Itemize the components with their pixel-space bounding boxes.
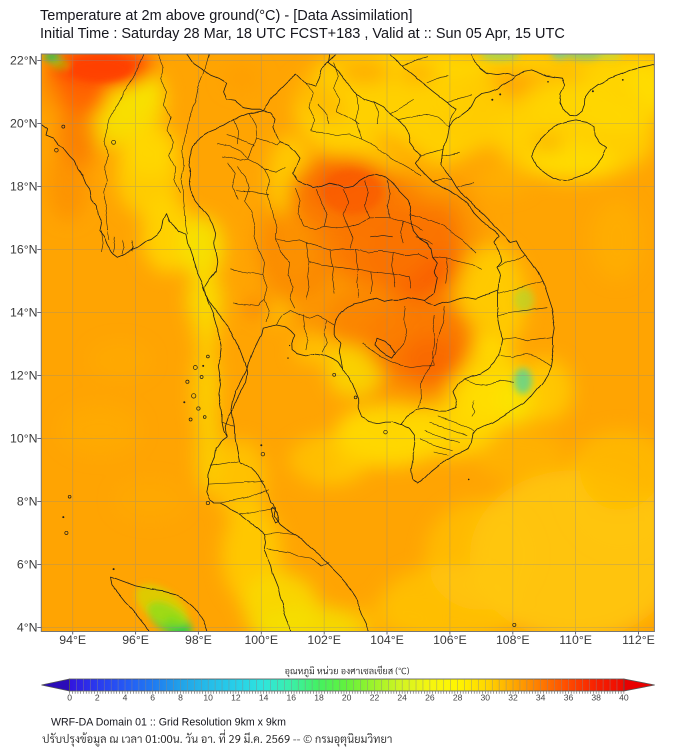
svg-text:22°N: 22°N (10, 54, 37, 68)
svg-text:18°N: 18°N (10, 180, 37, 194)
svg-text:6: 6 (150, 693, 155, 703)
svg-text:40: 40 (619, 693, 629, 703)
svg-text:34: 34 (536, 693, 546, 703)
svg-text:18: 18 (314, 693, 324, 703)
svg-text:38: 38 (591, 693, 601, 703)
svg-text:6°N: 6°N (17, 558, 38, 572)
svg-text:12°N: 12°N (10, 369, 37, 383)
svg-text:0: 0 (67, 693, 72, 703)
svg-text:Initial Time : Saturday 28 Mar: Initial Time : Saturday 28 Mar, 18 UTC F… (40, 26, 565, 42)
svg-text:12: 12 (231, 693, 241, 703)
svg-text:36: 36 (564, 693, 574, 703)
svg-text:8°N: 8°N (17, 495, 38, 509)
svg-text:10: 10 (203, 693, 213, 703)
svg-text:32: 32 (508, 693, 518, 703)
svg-text:28: 28 (453, 693, 463, 703)
svg-text:14: 14 (259, 693, 269, 703)
svg-text:24: 24 (397, 693, 407, 703)
svg-text:112°E: 112°E (622, 633, 655, 647)
svg-text:2: 2 (95, 693, 100, 703)
svg-text:26: 26 (425, 693, 435, 703)
svg-text:22: 22 (370, 693, 380, 703)
svg-text:110°E: 110°E (559, 633, 592, 647)
svg-text:102°E: 102°E (307, 633, 341, 647)
svg-text:4°N: 4°N (17, 621, 38, 635)
svg-text:104°E: 104°E (370, 633, 404, 647)
svg-text:16°N: 16°N (10, 243, 37, 257)
svg-text:10°N: 10°N (10, 432, 37, 446)
svg-text:20°N: 20°N (10, 117, 37, 131)
svg-text:20: 20 (342, 693, 352, 703)
svg-text:14°N: 14°N (10, 306, 37, 320)
svg-text:106°E: 106°E (433, 633, 467, 647)
svg-text:16: 16 (287, 693, 297, 703)
svg-text:98°E: 98°E (185, 633, 212, 647)
svg-text:4: 4 (123, 693, 128, 703)
svg-text:Temperature at 2m above ground: Temperature at 2m above ground(°C) - [Da… (40, 8, 413, 24)
svg-text:108°E: 108°E (496, 633, 530, 647)
svg-text:94°E: 94°E (59, 633, 86, 647)
svg-text:100°E: 100°E (244, 633, 278, 647)
svg-text:WRF-DA Domain 01 :: Grid Resol: WRF-DA Domain 01 :: Grid Resolution 9km … (51, 717, 286, 729)
svg-text:96°E: 96°E (122, 633, 149, 647)
svg-text:30: 30 (481, 693, 491, 703)
svg-text:8: 8 (178, 693, 183, 703)
